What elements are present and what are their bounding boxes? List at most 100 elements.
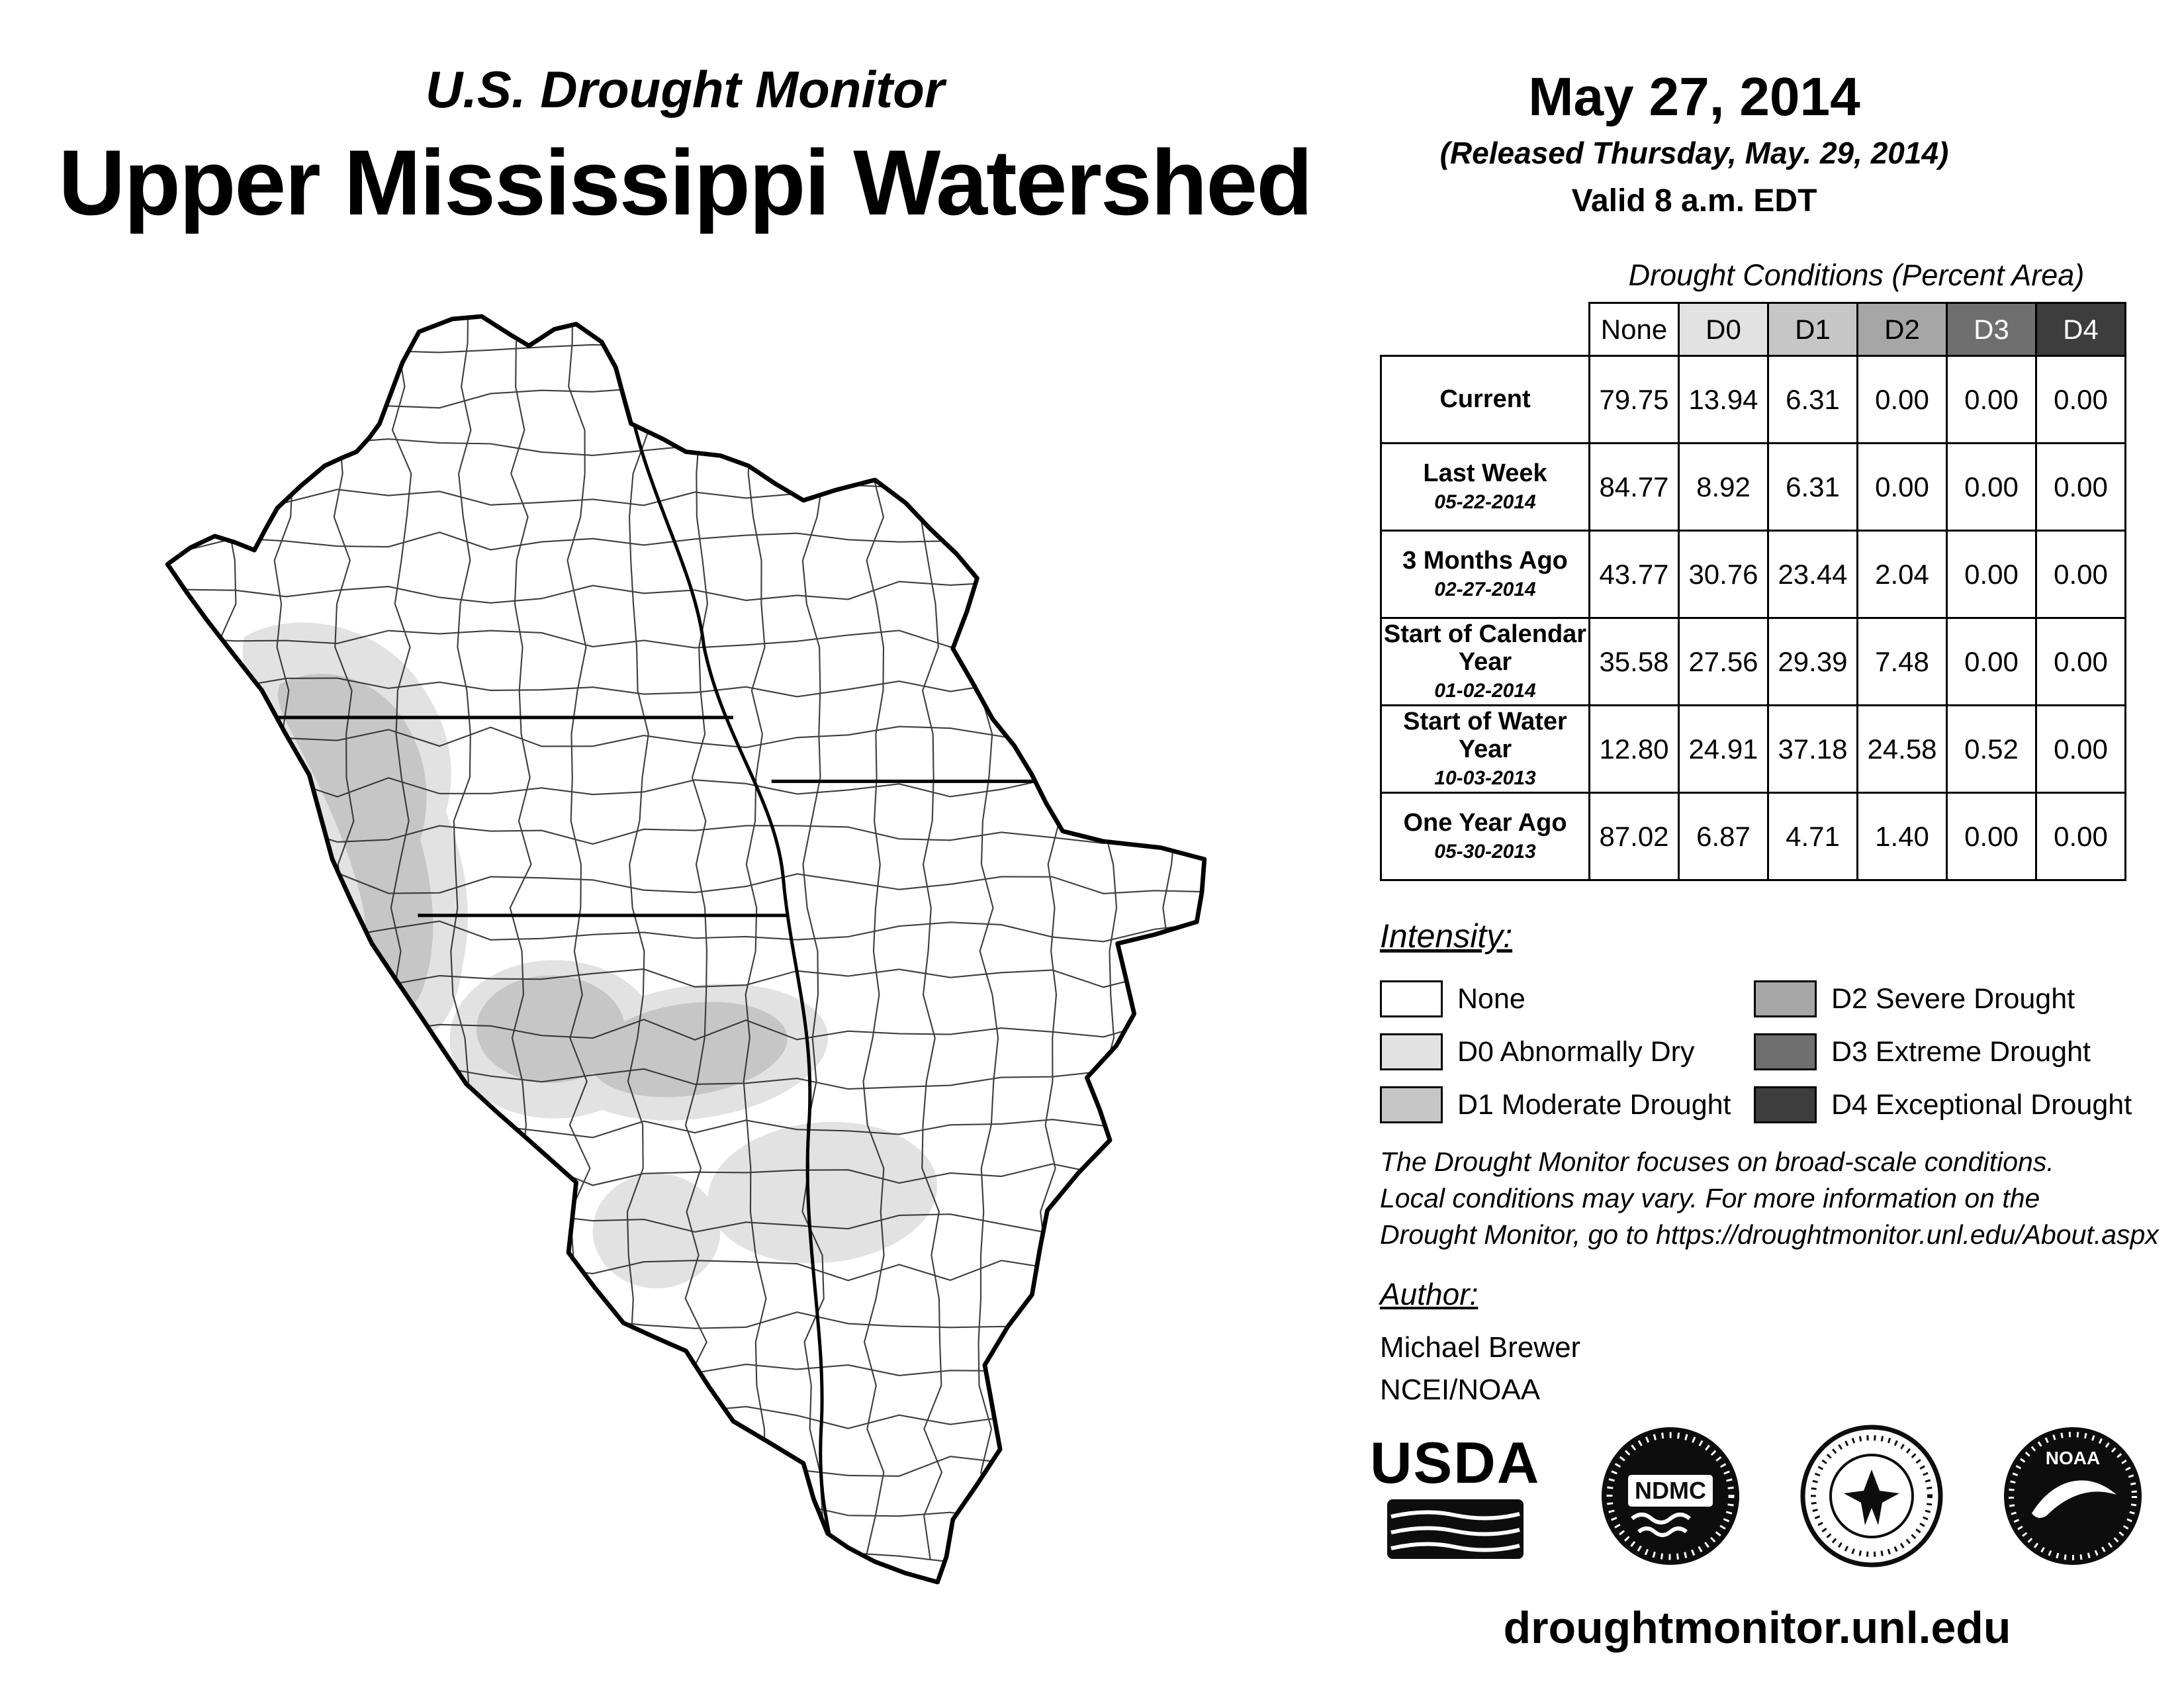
author-org: NCEI/NOAA [1380,1373,1541,1406]
legend-swatch-d2 [1754,980,1817,1017]
legend-swatch-d1 [1380,1086,1443,1123]
legend-swatch-d4 [1754,1086,1817,1123]
row-label-cell: 3 Months Ago 02-27-2014 [1380,530,1590,619]
value-cell: 24.58 [1856,704,1948,794]
title-block: U.S. Drought Monitor Upper Mississippi W… [56,60,1314,236]
value-cell: 43.77 [1588,530,1680,619]
table-row-last-week: Last Week 05-22-2014 84.77 8.92 6.31 0.0… [1380,442,2126,532]
value-cell: 0.00 [1946,530,2037,619]
value-cell: 24.91 [1678,704,1769,794]
commerce-seal-icon [1800,1425,1943,1568]
row-label: Last Week [1423,459,1547,487]
legend-item-none: None [1380,980,1754,1017]
value-cell: 23.44 [1767,530,1858,619]
col-header-d4: D4 [2035,302,2126,357]
row-label: 3 Months Ago [1402,546,1568,575]
legend-swatch-d0 [1380,1033,1443,1070]
ndmc-logo: NDMC [1599,1423,1742,1569]
drought-conditions-table: Drought Conditions (Percent Area) None D… [1380,258,2126,881]
legend-swatch-d3 [1754,1033,1817,1070]
row-label-cell: Last Week 05-22-2014 [1380,442,1590,532]
value-cell: 84.77 [1588,442,1680,532]
value-cell: 8.92 [1678,442,1769,532]
noaa-logo: NOAA [2001,1423,2144,1569]
intensity-legend: Intensity: None D0 Abnormally Dry D1 Mod… [1380,917,2161,1131]
legend-label: D3 Extreme Drought [1831,1035,2091,1068]
legend-item-d4: D4 Exceptional Drought [1754,1086,2161,1123]
value-cell: 30.76 [1678,530,1769,619]
value-cell: 6.31 [1767,442,1858,532]
row-label: One Year Ago [1403,808,1567,837]
row-label-cell: Start of Water Year 10-03-2013 [1380,704,1590,794]
legend-label: D2 Severe Drought [1831,982,2075,1015]
author-name: Michael Brewer [1380,1331,1581,1364]
row-date: 02-27-2014 [1434,579,1536,601]
value-cell: 35.58 [1588,617,1680,706]
row-label-cell: Current [1380,355,1590,444]
table-row-current: Current 79.75 13.94 6.31 0.00 0.00 0.00 [1380,355,2126,444]
table-header-row: None D0 D1 D2 D3 D4 [1381,302,2126,357]
table-row-3-months-ago: 3 Months Ago 02-27-2014 43.77 30.76 23.4… [1380,530,2126,619]
mississippi-river-line [625,390,833,1546]
value-cell: 6.87 [1678,792,1769,881]
table-title: Drought Conditions (Percent Area) [1628,258,2085,292]
value-cell: 2.04 [1856,530,1948,619]
table-row-start-calendar-year: Start of Calendar Year 01-02-2014 35.58 … [1380,617,2126,706]
col-header-d0: D0 [1678,302,1769,357]
valid-time: Valid 8 a.m. EDT [1571,183,1817,218]
commerce-seal-logo [1800,1423,1943,1569]
value-cell: 29.39 [1767,617,1858,706]
value-cell: 0.00 [2035,442,2126,532]
value-cell: 0.00 [1946,792,2037,881]
disclaimer-text: The Drought Monitor focuses on broad-sca… [1380,1147,2159,1250]
value-cell: 6.31 [1767,355,1858,444]
drought-monitor-url: droughtmonitor.unl.edu [1503,1603,2011,1653]
value-cell: 37.18 [1767,704,1858,794]
release-date: (Released Thursday, May. 29, 2014) [1439,136,1949,170]
legend-title: Intensity: [1380,917,1513,955]
watershed-map [152,311,1238,1589]
state-boundaries [167,390,1072,1546]
monitor-title: U.S. Drought Monitor [425,60,945,118]
row-label: Start of Calendar Year [1383,620,1587,676]
row-date: 10-03-2013 [1434,767,1536,789]
svg-text:NOAA: NOAA [2046,1448,2100,1468]
author-block: Author: Michael Brewer NCEI/NOAA [1380,1276,1580,1411]
value-cell: 27.56 [1678,617,1769,706]
row-date: 01-02-2014 [1434,679,1536,702]
usda-field-stripes-icon [1387,1499,1524,1559]
legend-label: None [1457,982,1525,1015]
value-cell: 0.52 [1946,704,2037,794]
row-label: Current [1439,385,1531,413]
value-cell: 0.00 [2035,530,2126,619]
value-cell: 13.94 [1678,355,1769,444]
logo-row: USDA NDMC NOAA [1370,1423,2144,1569]
value-cell: 1.40 [1856,792,1948,881]
value-cell: 79.75 [1588,355,1680,444]
svg-text:NDMC: NDMC [1635,1477,1706,1504]
legend-item-d1: D1 Moderate Drought [1380,1086,1754,1123]
d0-area-south-small [592,1173,721,1289]
table-corner-cell [1381,303,1590,356]
value-cell: 0.00 [1856,442,1948,532]
value-cell: 4.71 [1767,792,1858,881]
noaa-seal-icon: NOAA [2003,1427,2142,1565]
legend-swatch-none [1380,980,1443,1017]
value-cell: 0.00 [1946,442,2037,532]
watershed-map-svg [165,314,1207,1585]
value-cell: 0.00 [2035,704,2126,794]
map-date: May 27, 2014 [1528,67,1860,127]
value-cell: 0.00 [2035,617,2126,706]
table-row-one-year-ago: One Year Ago 05-30-2013 87.02 6.87 4.71 … [1380,792,2126,881]
legend-label: D1 Moderate Drought [1457,1088,1731,1121]
date-block: May 27, 2014 (Released Thursday, May. 29… [1297,66,2091,219]
legend-label: D4 Exceptional Drought [1831,1088,2132,1121]
basin-outline [165,314,1207,1585]
legend-item-d2: D2 Severe Drought [1754,980,2161,1017]
col-header-d2: D2 [1856,302,1948,357]
ndmc-seal-icon: NDMC [1601,1427,1739,1565]
legend-label: D0 Abnormally Dry [1457,1035,1695,1068]
row-date: 05-22-2014 [1434,491,1536,514]
value-cell: 0.00 [2035,355,2126,444]
value-cell: 87.02 [1588,792,1680,881]
